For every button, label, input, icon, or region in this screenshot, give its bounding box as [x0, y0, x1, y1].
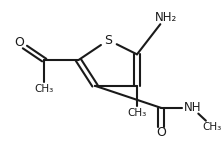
Text: O: O	[156, 127, 166, 139]
Text: CH₃: CH₃	[34, 84, 54, 94]
Text: O: O	[14, 36, 24, 49]
Text: CH₃: CH₃	[202, 122, 221, 132]
Text: S: S	[104, 34, 112, 46]
Text: NH: NH	[183, 102, 201, 114]
Text: NH₂: NH₂	[155, 11, 177, 24]
Text: CH₃: CH₃	[127, 108, 147, 118]
